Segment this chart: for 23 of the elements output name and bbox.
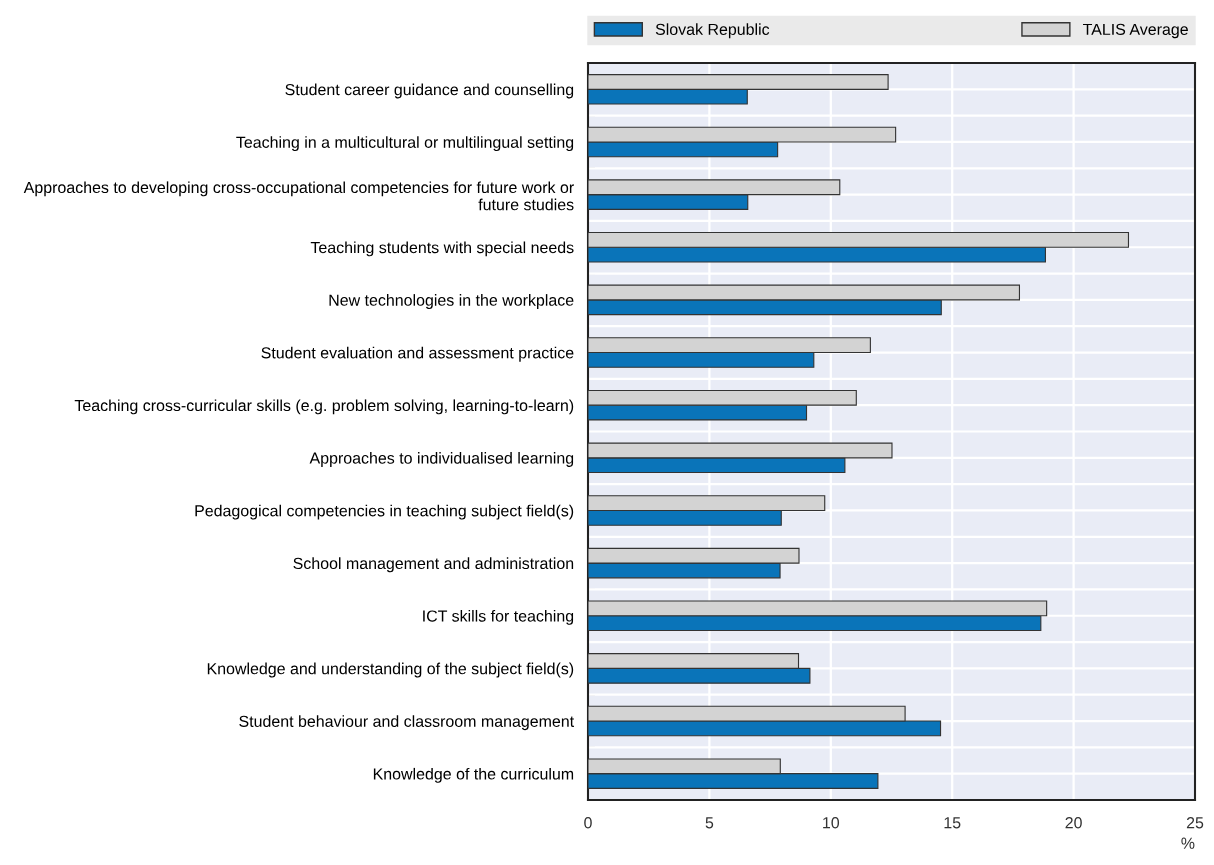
x-tick-label: 20 <box>1065 817 1082 829</box>
y-tick-label: Teaching students with special needs <box>310 241 574 257</box>
legend-label: TALIS Average <box>1083 23 1188 39</box>
y-tick-label: Student evaluation and assessment practice <box>261 346 574 362</box>
y-tick-label: Knowledge and understanding of the subject field(s) <box>207 662 574 678</box>
y-tick-label: Student behaviour and classroom management <box>239 715 575 731</box>
y-tick-label: New technologies in the workplace <box>329 294 574 309</box>
x-axis-title: % <box>1181 837 1195 849</box>
y-tick-label: Knowledge of the curriculum <box>373 767 574 783</box>
y-tick-label: Pedagogical competencies in teaching subject field(s) <box>195 504 574 520</box>
x-tick-label: 25 <box>1186 817 1204 829</box>
y-tick-label: Teaching cross-curricular skills (e.g. problem solving, learning-to-learn) <box>74 399 574 415</box>
y-tick-label: Teaching in a multicultural or multilingual setting <box>236 136 574 152</box>
x-tick-label: 5 <box>705 817 714 829</box>
x-tick-label: 10 <box>823 817 840 829</box>
y-tick-label: Approaches to individualised learning <box>309 452 574 467</box>
legend-label: Slovak Republic <box>655 23 770 39</box>
x-tick-label: 15 <box>944 817 961 829</box>
y-tick-label: ICT skills for teaching <box>423 609 574 625</box>
y-tick-label: Approaches to developing cross-occupational competencies for future work or future studies <box>23 181 574 211</box>
y-tick-label: School management and administration <box>293 557 574 573</box>
x-tick-label: 0 <box>584 817 592 829</box>
y-tick-label: Student career guidance and counselling <box>285 83 574 99</box>
